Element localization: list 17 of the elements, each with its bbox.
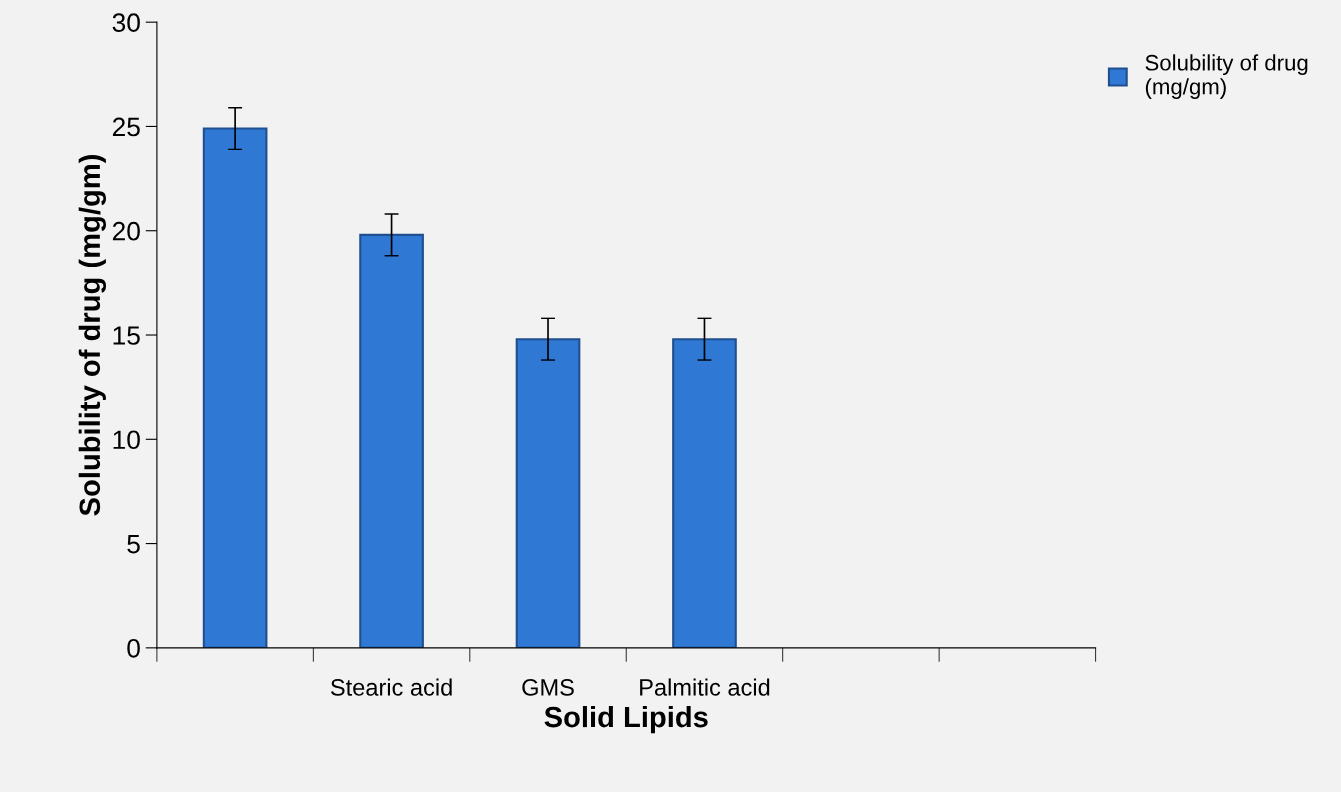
y-tick-label: 20 — [112, 221, 140, 241]
y-tick-label: 15 — [113, 326, 140, 345]
bar — [672, 338, 737, 648]
x-tick-label: GMS — [522, 679, 574, 696]
x-axis-title: Solid Lipids — [544, 705, 708, 734]
y-tick-label: 5 — [127, 534, 140, 554]
bar — [359, 233, 424, 648]
x-tick-label: Stearic acid — [330, 678, 452, 696]
y-tick-label: 0 — [127, 638, 140, 658]
y-axis-title: Solubility of drug (mg/gm) — [78, 155, 107, 516]
y-tick-label: 25 — [112, 117, 140, 137]
bar — [515, 338, 581, 648]
legend-label: Solubility of drug (mg/gm) — [1145, 54, 1308, 99]
y-tick-label: 30 — [112, 13, 140, 32]
bar — [202, 127, 268, 648]
y-tick-label: 10 — [113, 430, 140, 450]
x-tick-label: Palmitic acid — [640, 678, 770, 696]
